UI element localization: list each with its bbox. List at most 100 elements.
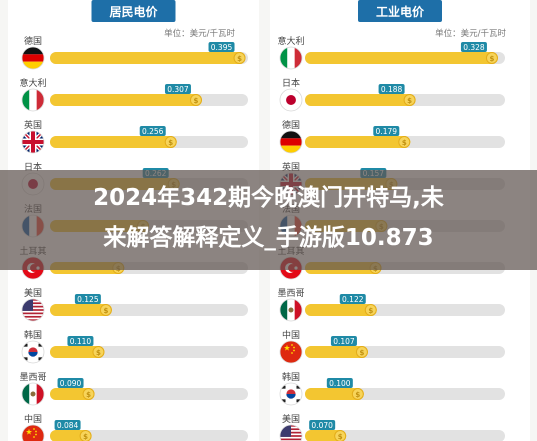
value-label-bg [339, 294, 366, 304]
coin-icon [334, 430, 347, 441]
kr-flag-icon [280, 383, 302, 405]
flag-part [22, 383, 30, 405]
coin-symbol: $ [83, 433, 88, 441]
flag-part [22, 312, 44, 315]
value-label: 0.084 [57, 421, 79, 430]
flag-ring [279, 298, 303, 322]
jp-flag-icon [280, 89, 302, 111]
bar-row: 英国 $0.256 [21, 119, 248, 154]
value-label-bg [309, 420, 336, 430]
bar-row: 韩国 $0.100 [279, 371, 505, 406]
bar-row: 德国 $0.395 [21, 35, 248, 70]
flag-part [287, 47, 295, 69]
coin-symbol: $ [355, 391, 360, 399]
value-label: 0.070 [311, 421, 333, 430]
bar [50, 94, 202, 106]
coin-icon [92, 346, 105, 358]
flag-part [280, 341, 302, 363]
country-label: 日本 [282, 77, 300, 89]
flag-ring [21, 424, 45, 441]
flag-part [22, 319, 44, 321]
coin-symbol: $ [237, 55, 242, 63]
flag-part [280, 438, 302, 441]
flag-part [291, 352, 293, 354]
flag-ring [21, 88, 45, 112]
flag-ring [21, 298, 45, 322]
value-label: 0.110 [70, 337, 92, 346]
coin-symbol: $ [86, 391, 91, 399]
value-label: 0.100 [329, 379, 351, 388]
coin-symbol: $ [338, 433, 343, 441]
coin-icon [189, 94, 202, 106]
flag-part [33, 436, 35, 438]
flag-part [35, 433, 37, 436]
country-label: 韩国 [24, 329, 42, 341]
value-label: 0.090 [60, 379, 82, 388]
flag-part [33, 428, 35, 430]
flag-part [22, 425, 44, 441]
value-label: 0.107 [333, 337, 355, 346]
coin-icon [233, 52, 246, 64]
overlay-caption-line-2: 来解答解释定义_手游版10.873 [103, 225, 434, 251]
flag-ring [279, 130, 303, 154]
bar [50, 304, 112, 316]
flag-part [293, 349, 295, 352]
value-label-bg [330, 336, 357, 346]
flag-part [36, 89, 44, 111]
value-label-bg [67, 336, 94, 346]
flag-part [22, 299, 33, 311]
coin-icon [403, 94, 416, 106]
flag-ring [279, 382, 303, 406]
coin-symbol: $ [96, 349, 101, 357]
bar-row: 中国 $0.107 [279, 329, 505, 364]
flag-part [281, 399, 286, 403]
value-label-bg [57, 378, 84, 388]
value-label-bg [139, 126, 166, 136]
flag-part [23, 343, 28, 347]
it-flag-icon [22, 89, 44, 111]
bar [305, 136, 411, 148]
flag-part [25, 428, 33, 435]
value-label: 0.307 [167, 85, 189, 94]
bar [305, 388, 364, 400]
de-flag-icon [280, 131, 302, 153]
bar-row: 墨西哥 $0.090 [19, 372, 248, 406]
bar [305, 346, 368, 358]
country-label: 韩国 [282, 371, 300, 383]
title-overlay-band [0, 170, 537, 270]
value-label-bg [54, 420, 81, 430]
flag-ring [279, 424, 303, 441]
flag-part [280, 138, 302, 146]
flag-part [29, 89, 37, 111]
mx-flag-icon [22, 383, 44, 405]
flag-part [22, 47, 44, 55]
value-label: 0.122 [342, 295, 364, 304]
value-label-bg [373, 126, 400, 136]
it-flag-icon [280, 47, 302, 69]
country-label: 意大利 [277, 35, 304, 47]
flag-part [22, 61, 44, 69]
value-label: 0.188 [381, 85, 403, 94]
flag-ring [21, 130, 45, 154]
bar [305, 304, 377, 316]
flag-part [30, 391, 36, 397]
bar [50, 136, 177, 148]
flag-part [280, 145, 302, 153]
country-label: 中国 [24, 413, 42, 425]
bar-row: 墨西哥 $0.122 [277, 288, 505, 322]
bar [50, 52, 246, 64]
flag-part [280, 131, 302, 139]
flag-ring [279, 340, 303, 364]
flag-part [280, 47, 288, 69]
country-label: 墨西哥 [19, 372, 46, 383]
country-label: 美国 [24, 287, 42, 299]
flag-part [36, 383, 44, 405]
bar-row: 韩国 $0.110 [21, 329, 248, 364]
bar-row: 日本 $0.188 [279, 77, 505, 112]
bar-row: 美国 $0.125 [21, 287, 248, 322]
coin-symbol: $ [368, 307, 373, 315]
us-flag-icon [22, 299, 44, 321]
bar-track [50, 388, 248, 400]
flag-part [281, 385, 286, 389]
